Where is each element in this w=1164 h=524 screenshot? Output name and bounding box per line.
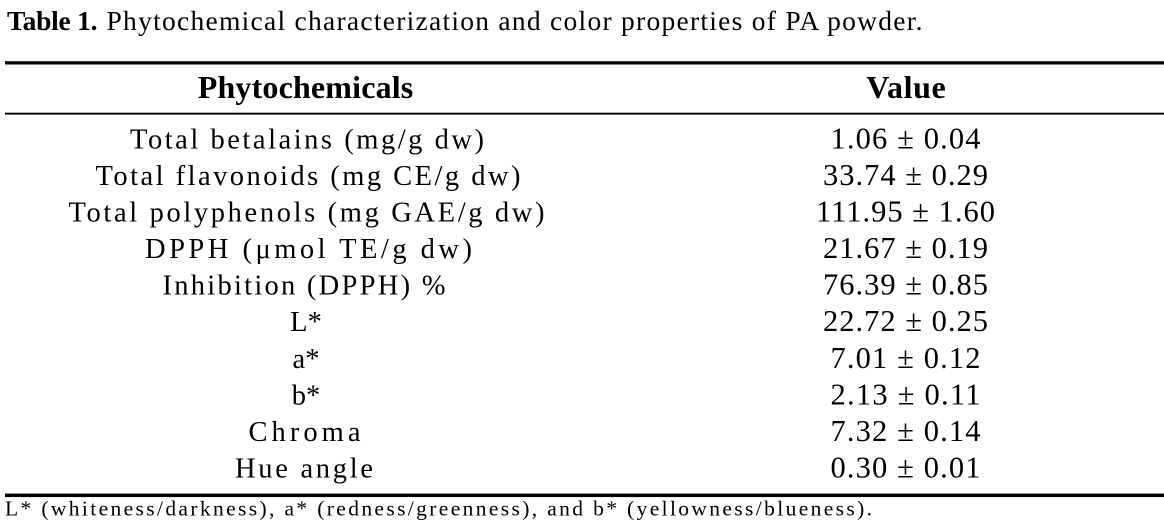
svg-text:7.32 ± 0.14: 7.32 ± 0.14 [831, 414, 981, 448]
svg-text:Total polyphenols (mg GAE/g dw: Total polyphenols (mg GAE/g dw) [69, 197, 545, 228]
svg-text:33.74 ± 0.29: 33.74 ± 0.29 [823, 158, 988, 192]
svg-text:Total flavonoids (mg CE/g dw): Total flavonoids (mg CE/g dw) [96, 161, 521, 192]
svg-text:L* (whiteness/darkness), a* (r: L* (whiteness/darkness), a* (redness/gre… [5, 496, 872, 520]
svg-text:L*: L* [290, 307, 322, 338]
svg-text:Inhibition (DPPH) %: Inhibition (DPPH) % [163, 271, 446, 302]
svg-text:7.01 ± 0.12: 7.01 ± 0.12 [831, 341, 981, 375]
svg-text:Hue angle: Hue angle [235, 454, 373, 485]
svg-text:DPPH (μmol TE/g dw): DPPH (μmol TE/g dw) [145, 234, 472, 265]
svg-text:21.67 ± 0.19: 21.67 ± 0.19 [823, 231, 988, 265]
svg-text:Total betalains (mg/g dw): Total betalains (mg/g dw) [130, 124, 484, 155]
svg-text:b*: b* [292, 380, 321, 411]
svg-text:22.72 ± 0.25: 22.72 ± 0.25 [823, 304, 988, 338]
svg-text:76.39 ± 0.85: 76.39 ± 0.85 [823, 268, 988, 302]
svg-text:Value: Value [866, 69, 946, 105]
svg-text:Chroma: Chroma [249, 417, 361, 448]
svg-text:0.30 ± 0.01: 0.30 ± 0.01 [831, 451, 981, 485]
svg-text:Phytochemicals: Phytochemicals [198, 69, 414, 105]
svg-text:Phytochemical characterization: Phytochemical characterization and color… [107, 5, 923, 36]
svg-text:a*: a* [293, 344, 320, 375]
svg-text:2.13 ± 0.11: 2.13 ± 0.11 [831, 377, 981, 411]
svg-text:111.95 ± 1.60: 111.95 ± 1.60 [816, 194, 995, 228]
svg-text:Table 1.: Table 1. [7, 5, 98, 36]
svg-text:1.06 ± 0.04: 1.06 ± 0.04 [831, 121, 981, 155]
